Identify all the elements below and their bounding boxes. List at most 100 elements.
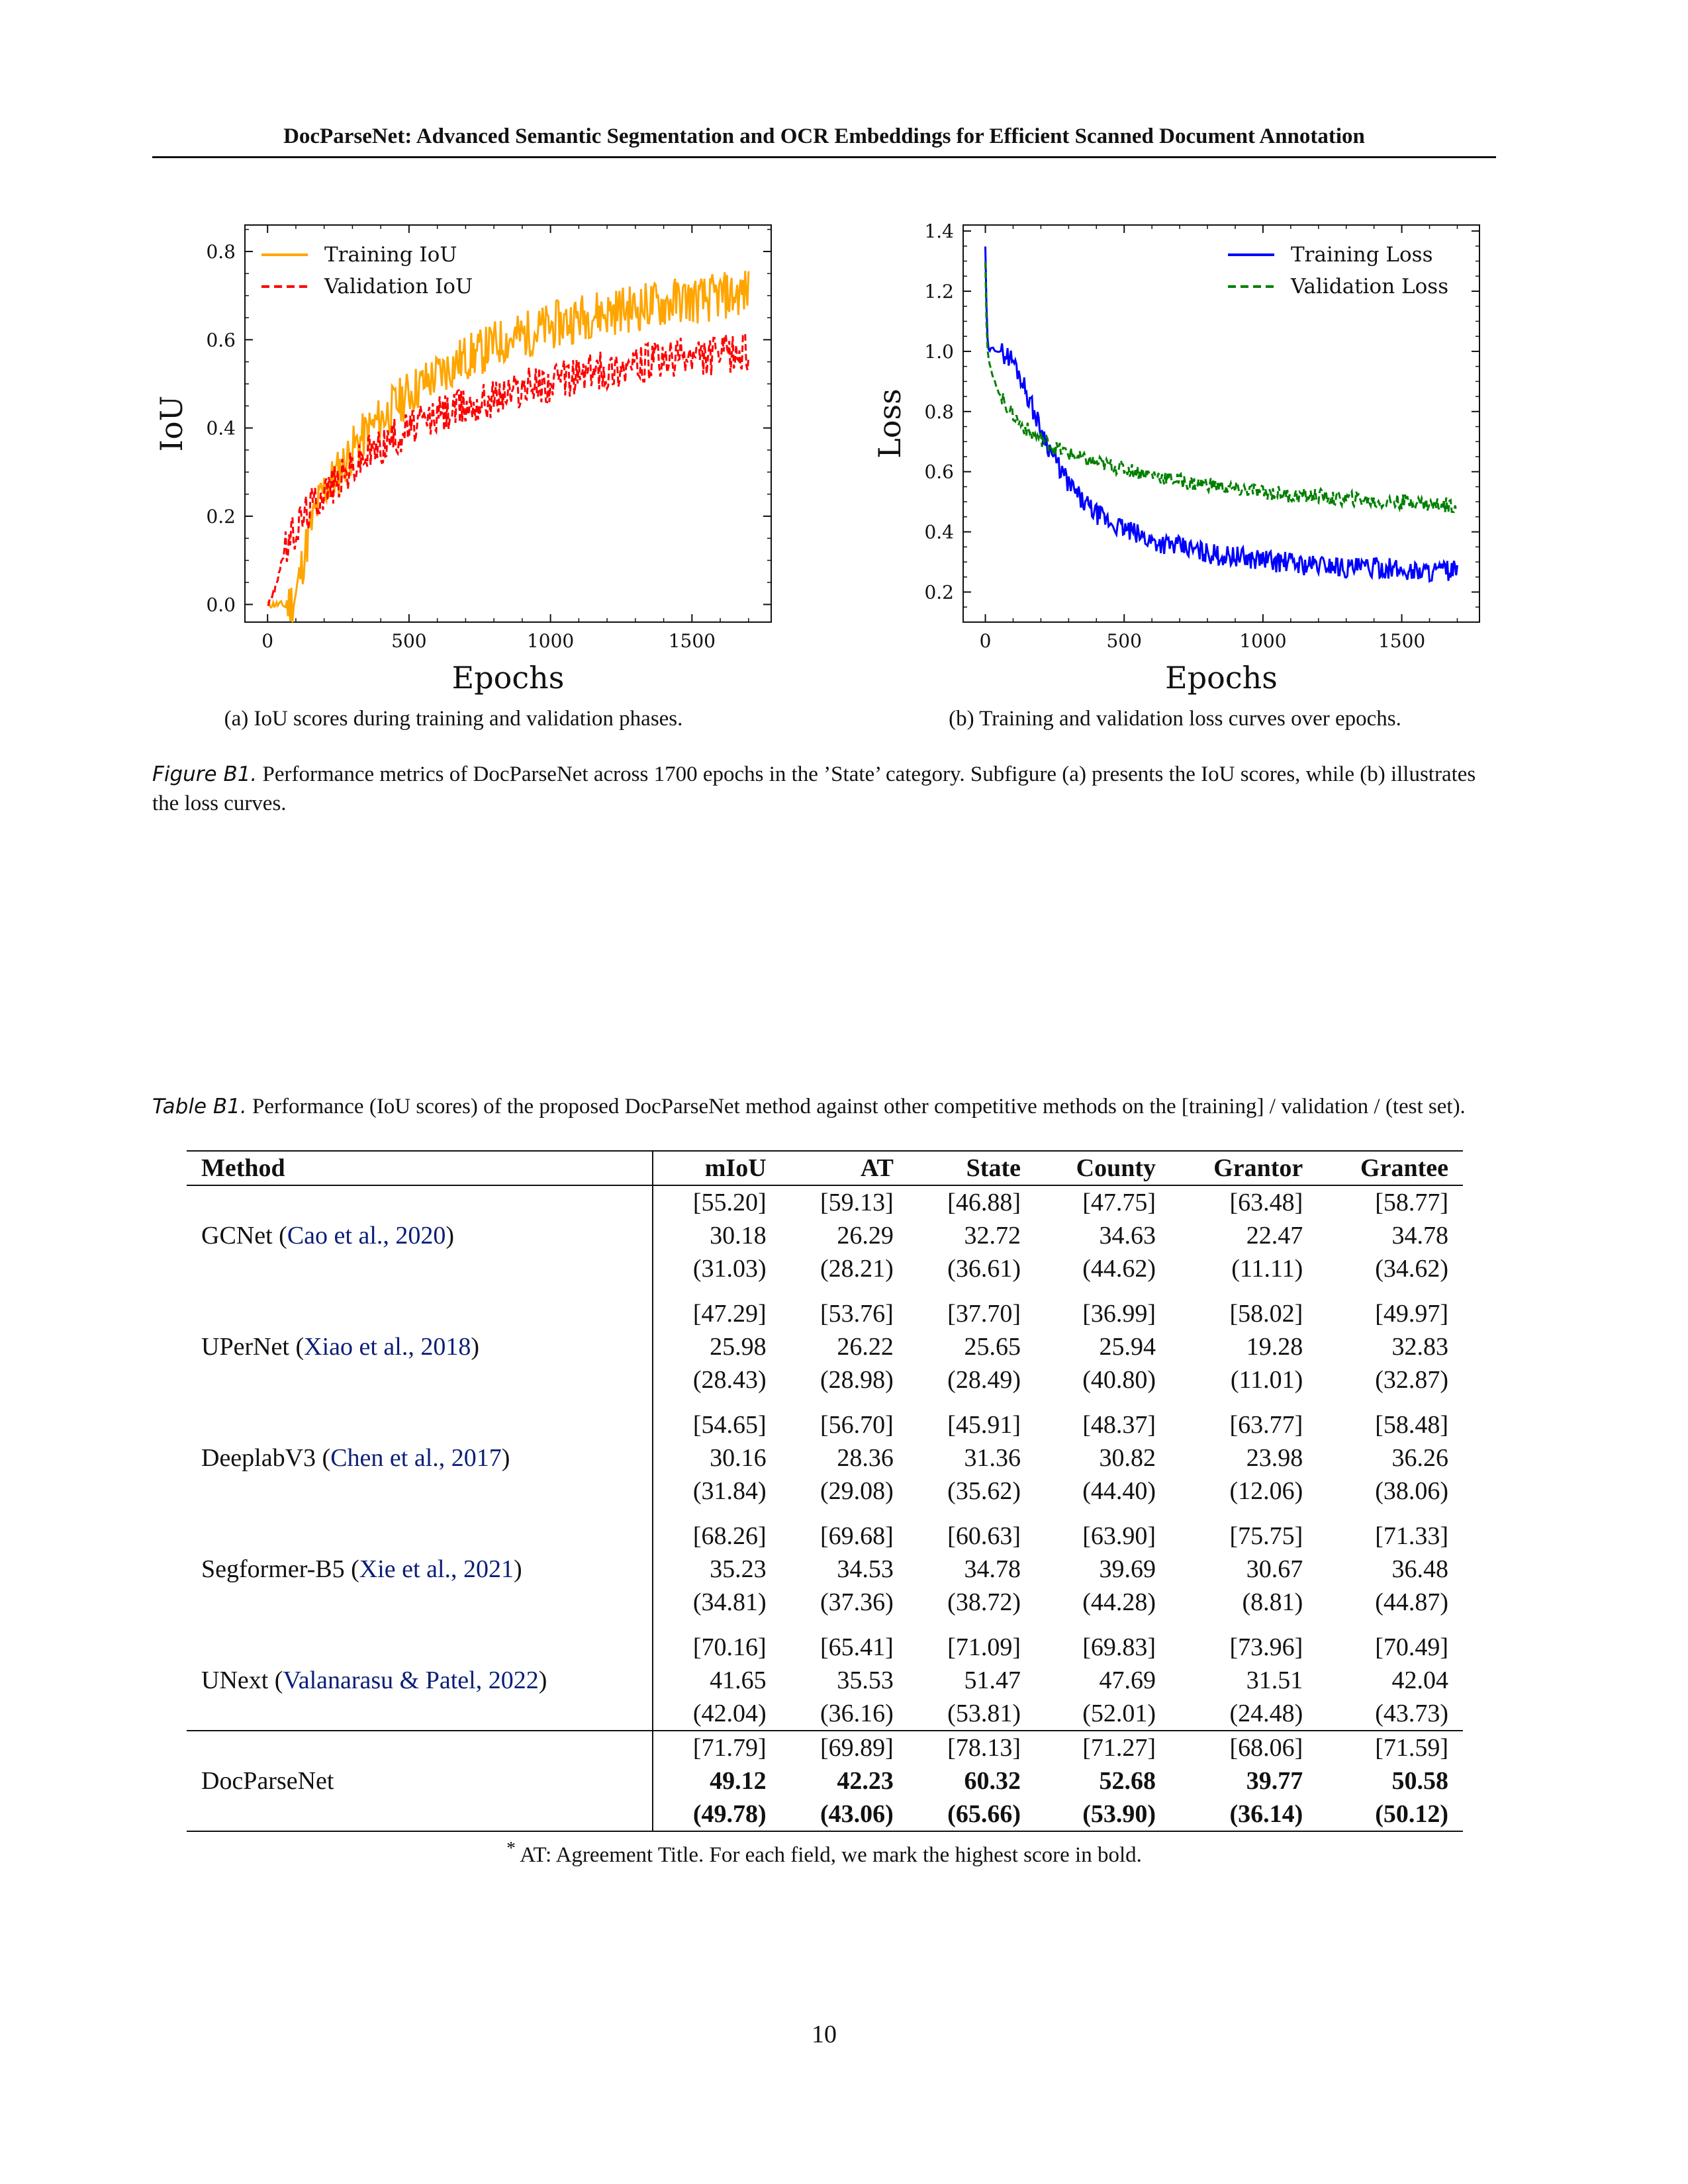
column-header-county: County	[1076, 1154, 1156, 1182]
table-cell: [36.99]	[1082, 1300, 1156, 1328]
column-header-miou: mIoU	[704, 1154, 767, 1182]
table-cell: [65.41]	[820, 1633, 894, 1661]
table-cell: [46.88]	[947, 1189, 1021, 1216]
table-cell: (65.66)	[947, 1800, 1021, 1828]
table-cell: (53.90)	[1082, 1800, 1156, 1828]
spacer-cell	[653, 1508, 1463, 1520]
method-cell	[187, 1697, 654, 1731]
table-cell: 36.26	[1391, 1444, 1449, 1472]
x-tick-label: 500	[1106, 630, 1141, 652]
table-cell: (34.62)	[1375, 1255, 1448, 1283]
results-table-body: [55.20] [59.13] [46.88] [47.75] [63.48] [58.7…	[187, 1185, 1463, 1831]
table-cell: 35.23	[710, 1555, 767, 1583]
table-row: UPerNet (Xiao et al., 2018) 25.98 26.22 25.…	[187, 1330, 1463, 1363]
table-cell: 32.83	[1391, 1333, 1449, 1361]
table-cell: 34.53	[837, 1555, 894, 1583]
table-cell: (50.12)	[1375, 1800, 1448, 1828]
figure-caption-text: Performance metrics of DocParseNet acros…	[152, 762, 1476, 815]
table-cell: 32.72	[964, 1222, 1021, 1250]
citation-close: )	[514, 1555, 522, 1583]
table-row: GCNet (Cao et al., 2020) 30.18 26.29 32.72 3…	[187, 1219, 1463, 1252]
method-cell	[187, 1408, 654, 1441]
column-header-at: AT	[860, 1154, 894, 1182]
table-cell: 30.16	[710, 1444, 767, 1472]
table-cell: (36.61)	[947, 1255, 1021, 1283]
table-cell: 52.68	[1099, 1767, 1156, 1795]
x-tick-label: 0	[261, 630, 273, 652]
table-caption: Table B1. Performance (IoU scores) of th…	[152, 1092, 1496, 1121]
table-cell: (36.16)	[820, 1700, 894, 1727]
method-cell: UPerNet (Xiao et al., 2018)	[187, 1330, 654, 1363]
table-cell: (29.08)	[820, 1477, 894, 1505]
table-cell: 60.32	[964, 1767, 1021, 1795]
method-cell: DeeplabV3 (Chen et al., 2017)	[187, 1441, 654, 1475]
table-cell: (52.01)	[1082, 1700, 1156, 1727]
y-tick-label: 0.2	[924, 582, 954, 604]
table-cell: (43.06)	[820, 1800, 894, 1828]
spacer-cell	[653, 1619, 1463, 1631]
method-cell	[187, 1252, 654, 1285]
y-tick-label: 0.6	[206, 329, 236, 351]
table-cell: [71.27]	[1082, 1734, 1156, 1762]
citation-link[interactable]: Chen et al., 2017	[330, 1444, 502, 1472]
x-tick-label: 1000	[527, 630, 574, 652]
citation-link[interactable]: Cao et al., 2020	[287, 1222, 446, 1250]
table-row: UNext (Valanarasu & Patel, 2022) 41.65 35.…	[187, 1664, 1463, 1697]
table-cell: 49.12	[710, 1767, 767, 1795]
y-tick-label: 1.2	[924, 281, 954, 302]
table-cell: [58.02]	[1229, 1300, 1303, 1328]
table-cell: 36.48	[1391, 1555, 1449, 1583]
table-cell: 34.63	[1099, 1222, 1156, 1250]
table-row: [47.29] [53.76] [37.70] [36.99] [58.02] [49.9…	[187, 1297, 1463, 1330]
series-line-0	[984, 246, 1458, 583]
table-row: DeeplabV3 (Chen et al., 2017) 30.16 28.36 3…	[187, 1441, 1463, 1475]
running-header: DocParseNet: Advanced Semantic Segmentat…	[283, 124, 1365, 148]
citation-link[interactable]: Xie et al., 2021	[359, 1555, 514, 1583]
table-cell: [47.29]	[692, 1300, 767, 1328]
table-cell: (8.81)	[1242, 1588, 1303, 1616]
y-axis-label: IoU	[154, 396, 189, 452]
table-cell: [70.49]	[1375, 1633, 1448, 1661]
table-cell: 47.69	[1099, 1666, 1156, 1694]
y-tick-label: 1.4	[924, 220, 954, 242]
method-cell	[187, 1731, 654, 1764]
citation-link[interactable]: Valanarasu & Patel, 2022	[283, 1666, 539, 1694]
method-name: GCNet (	[201, 1222, 287, 1250]
table-cell: [55.20]	[692, 1189, 767, 1216]
table-cell: (44.28)	[1082, 1588, 1156, 1616]
method-cell	[187, 1797, 654, 1831]
table-cell: 26.22	[837, 1333, 894, 1361]
table-cell: [75.75]	[1229, 1522, 1303, 1550]
table-cell: [78.13]	[947, 1734, 1021, 1762]
table-cell: (38.72)	[947, 1588, 1021, 1616]
table-row: (42.04) (36.16) (53.81) (52.01) (24.48) (43.7…	[187, 1697, 1463, 1731]
citation-link[interactable]: Xiao et al., 2018	[304, 1333, 471, 1361]
table-cell: 23.98	[1246, 1444, 1303, 1472]
x-tick-label: 500	[391, 630, 426, 652]
column-header-grantor: Grantor	[1213, 1154, 1303, 1182]
table-cell: (43.73)	[1375, 1700, 1448, 1727]
y-axis-label: Loss	[872, 388, 908, 458]
table-cell: 42.04	[1391, 1666, 1449, 1694]
x-tick-label: 1000	[1239, 630, 1286, 652]
x-tick-label: 1500	[669, 630, 716, 652]
table-cell: 19.28	[1246, 1333, 1303, 1361]
table-cell: [48.37]	[1082, 1411, 1156, 1439]
x-axis-label: Epochs	[452, 660, 565, 696]
table-cell: [58.48]	[1375, 1411, 1448, 1439]
table-cell: 25.94	[1099, 1333, 1156, 1361]
y-tick-label: 0.4	[206, 418, 236, 439]
figure-caption-label: Figure B1.	[152, 762, 258, 786]
table-cell: [63.77]	[1229, 1411, 1303, 1439]
legend-label: Validation Loss	[1290, 275, 1448, 298]
citation-close: )	[445, 1222, 455, 1250]
table-row: (49.78) (43.06) (65.66) (53.90) (36.14) (50.1…	[187, 1797, 1463, 1831]
table-row: (34.81) (37.36) (38.72) (44.28) (8.81) (44.87…	[187, 1586, 1463, 1619]
table-cell: (49.78)	[692, 1800, 767, 1828]
table-header-row: Method mIoU AT State County Grantor Gran…	[187, 1151, 1463, 1185]
table-cell: [69.83]	[1082, 1633, 1156, 1661]
plot-frame	[244, 224, 772, 623]
table-cell: (42.04)	[692, 1700, 767, 1727]
table-row: [55.20] [59.13] [46.88] [47.75] [63.48] [58.7…	[187, 1185, 1463, 1219]
table-cell: 30.18	[710, 1222, 767, 1250]
